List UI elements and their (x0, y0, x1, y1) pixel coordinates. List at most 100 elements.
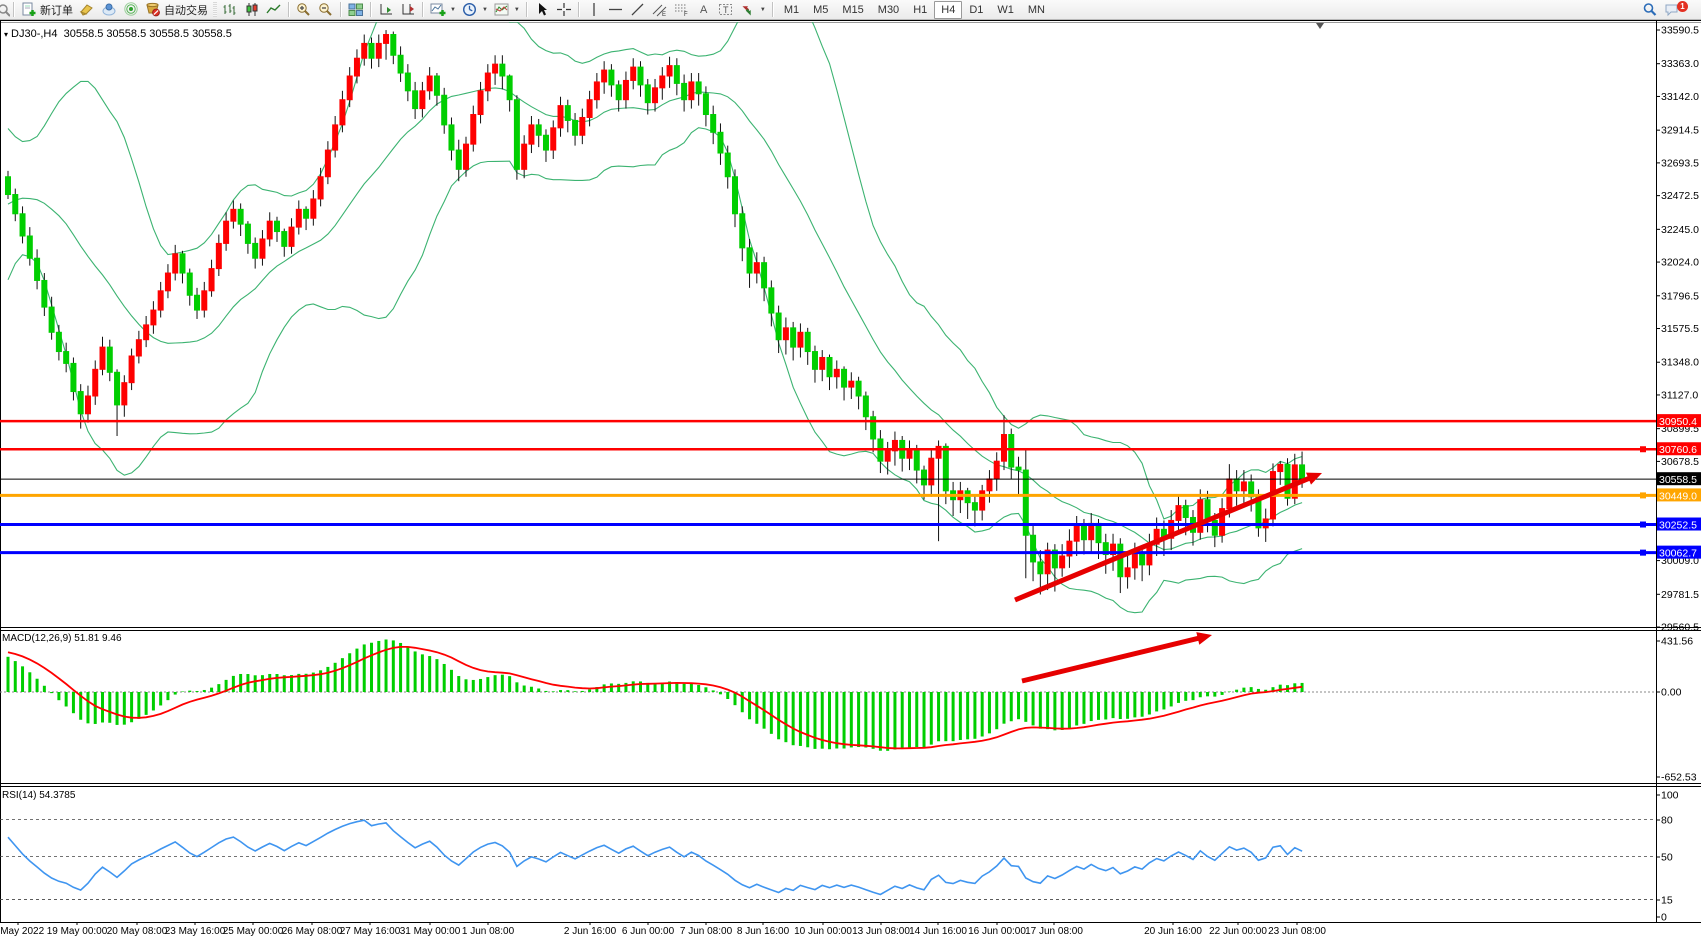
chevron-down-icon: ▼ (513, 6, 520, 13)
crosshair-button[interactable] (553, 1, 575, 18)
sonar-button[interactable] (120, 1, 142, 18)
price-badge (1657, 442, 1701, 456)
level-handle[interactable] (1640, 446, 1646, 453)
macd-axis-label: 431.56 (1661, 636, 1693, 648)
tab-timeframe-w1[interactable]: W1 (997, 3, 1014, 16)
level-handle[interactable] (1640, 521, 1646, 528)
rsi-axis-label: 50 (1661, 852, 1673, 864)
rsi-pane (0, 819, 1656, 900)
bars-chart-button[interactable] (219, 1, 241, 18)
time-axis-label: 7 Jun 08:00 (680, 926, 733, 937)
chevron-down-icon: ▼ (759, 6, 766, 13)
time-axis-label: 31 May 00:00 (400, 926, 461, 937)
zoom-in-button[interactable] (293, 1, 315, 18)
new-chart-button[interactable]: ▼ (427, 1, 459, 18)
styler-button[interactable] (76, 1, 98, 18)
macd-axis-label: 0.00 (1661, 687, 1682, 699)
time-axis-label: 22 Jun 00:00 (1209, 926, 1267, 937)
price-badge-label: 30062.7 (1659, 548, 1697, 560)
price-badge-label: 30950.4 (1659, 416, 1697, 428)
line-chart-button[interactable] (263, 1, 285, 18)
arrows-button[interactable]: ▼ (737, 1, 769, 18)
profile-icon (101, 2, 117, 17)
trendline-button[interactable] (627, 1, 649, 18)
separator (370, 2, 372, 17)
separator (422, 2, 424, 17)
tile-windows-icon (348, 2, 364, 17)
tile-windows-button[interactable] (345, 1, 367, 18)
chart-canvas[interactable]: 33590.5 33363.0 33142.0 32914.5 32693.5 32472… (0, 20, 1701, 937)
time-axis-label: 20 Jun 16:00 (1144, 926, 1202, 937)
profile-button[interactable] (98, 1, 120, 18)
macd-indicator-label: MACD(12,26,9) 51.81 9.46 (2, 633, 122, 644)
time-axis-label: 7 May 2022 (0, 926, 45, 937)
bollinger-upper-band[interactable] (7, 20, 1303, 520)
auto-scroll-button[interactable] (375, 1, 397, 18)
time-axis-label: 2 Jun 16:00 (564, 926, 617, 937)
search-button[interactable] (1639, 1, 1661, 18)
level-handle[interactable] (1640, 492, 1646, 499)
price-axis[interactable]: 33590.5 33363.0 33142.0 32914.5 32693.5 32472… (1656, 25, 1701, 924)
trend-arrow-main[interactable] (1014, 472, 1322, 603)
svg-text:F: F (684, 12, 688, 17)
new-order-button[interactable]: 新订单 (18, 1, 76, 18)
indicators-button[interactable]: ▼ (491, 1, 523, 18)
y-axis-label: 32693.5 (1661, 157, 1699, 169)
periods-button[interactable]: ▼ (459, 1, 491, 18)
tab-timeframe-m30[interactable]: M30 (877, 3, 900, 16)
macd-values: 51.81 9.46 (74, 633, 122, 644)
rsi-value: 54.3785 (39, 790, 76, 801)
time-axis-label: 13 Jun 08:00 (852, 926, 910, 937)
styler-icon (79, 2, 95, 17)
price-badge (1657, 545, 1701, 559)
tab-timeframe-m1[interactable]: M1 (783, 3, 800, 16)
time-axis-label: 26 May 08:00 (282, 926, 343, 937)
chart-window[interactable]: ▾ DJ30-,H4 30558.5 30558.5 30558.5 30558.… (0, 20, 1701, 937)
notifications-button[interactable]: 1 (1661, 1, 1697, 18)
y-axis-label: 32245.0 (1661, 224, 1699, 236)
macd-pane (0, 639, 1656, 751)
bollinger-lower-band[interactable] (7, 127, 1303, 614)
vertical-line-button[interactable] (583, 1, 605, 18)
autotrade-button[interactable]: 自动交易 (142, 1, 211, 18)
text-label-button[interactable]: T (715, 1, 737, 18)
zoom-out-button[interactable] (315, 1, 337, 18)
time-axis-label: 6 Jun 00:00 (622, 926, 675, 937)
time-axis-label: 14 Jun 16:00 (909, 926, 967, 937)
candles-chart-button[interactable] (241, 1, 263, 18)
toolbar: 新订单 自动交易 (0, 0, 1701, 20)
chart-symbol-period: DJ30-,H4 (11, 28, 58, 40)
price-badge-label: 30252.5 (1659, 520, 1697, 532)
timeframe-strip: M1 M5 M15 M30 H1 H4 D1 W1 MN (777, 0, 1052, 19)
fibonacci-button[interactable]: F (671, 1, 693, 18)
y-axis-label: 29560.5 (1661, 622, 1699, 634)
tab-timeframe-d1[interactable]: D1 (969, 3, 984, 16)
new-chart-icon (430, 2, 446, 17)
separator (525, 2, 528, 17)
horizontal-line-button[interactable] (605, 1, 627, 18)
tab-timeframe-h4[interactable]: H4 (934, 0, 963, 19)
text-button[interactable]: A (693, 1, 715, 18)
tab-timeframe-m5[interactable]: M5 (813, 3, 829, 16)
price-badge-label: 30558.5 (1659, 474, 1697, 486)
chart-shift-button[interactable] (397, 1, 419, 18)
cursor-button[interactable] (531, 1, 553, 18)
channel-button[interactable]: E (649, 1, 671, 18)
trend-arrow-macd[interactable] (1021, 632, 1212, 684)
y-axis-label: 33142.0 (1661, 91, 1699, 103)
y-axis-label: 31796.5 (1661, 290, 1699, 302)
chart-partial-icon[interactable] (0, 2, 10, 17)
chart-shift-marker[interactable] (1316, 23, 1324, 29)
chevron-down-icon: ▼ (481, 6, 488, 13)
new-order-icon (21, 2, 37, 17)
line-chart-icon (266, 2, 282, 17)
time-axis-label: 23 Jun 08:00 (1268, 926, 1326, 937)
level-handle[interactable] (1640, 549, 1646, 556)
tab-timeframe-h1[interactable]: H1 (913, 3, 928, 16)
tab-timeframe-mn[interactable]: MN (1027, 3, 1045, 16)
notification-badge: 1 (1677, 1, 1688, 12)
bars-chart-icon (222, 2, 238, 17)
collapse-objects-icon[interactable]: ▾ (4, 30, 9, 39)
tab-timeframe-m15[interactable]: M15 (842, 3, 864, 16)
